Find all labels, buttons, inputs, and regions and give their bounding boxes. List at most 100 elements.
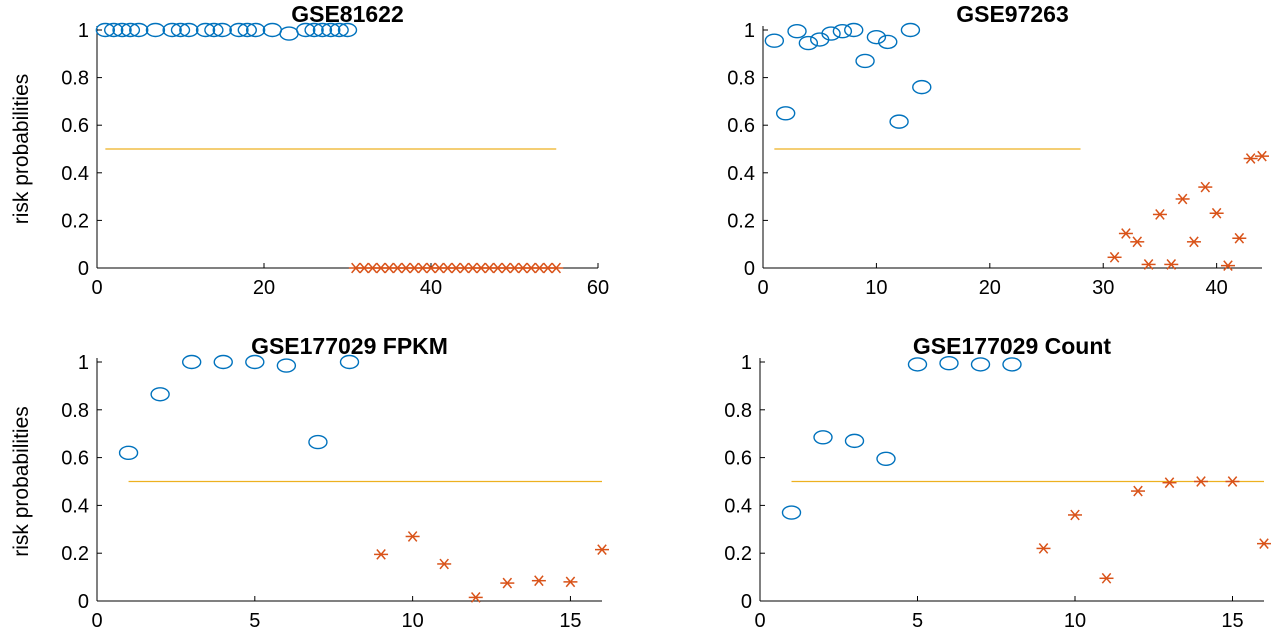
x-tick-label: 5 [912, 610, 923, 632]
asterisk-point [1175, 193, 1190, 205]
asterisk-stroke [376, 262, 386, 274]
asterisk-stroke [392, 262, 403, 274]
asterisk-stroke [1132, 236, 1143, 248]
asterisk-stroke [407, 531, 418, 542]
circle-point [145, 22, 166, 38]
asterisk-stroke [1121, 228, 1131, 239]
asterisk-point [1194, 476, 1208, 487]
asterisk-point [1243, 153, 1258, 164]
circle-point [321, 22, 341, 38]
circle-point [312, 22, 333, 38]
y-tick-label: 0.4 [61, 495, 89, 517]
y-tick-label: 1 [78, 352, 89, 374]
asterisk-stroke [534, 262, 545, 274]
asterisk-stroke [442, 262, 453, 274]
asterisk-stroke [1223, 260, 1233, 272]
asterisk-stroke [518, 262, 528, 274]
asterisk-point [1107, 251, 1122, 263]
x-tick-label: 40 [1206, 277, 1228, 299]
asterisk-point [1130, 236, 1145, 248]
asterisk-stroke [417, 262, 428, 274]
circle-point [900, 22, 921, 38]
x-tick-label: 0 [757, 277, 768, 299]
asterisk-stroke [1245, 153, 1256, 164]
asterisk-stroke [401, 262, 411, 274]
asterisk-point [374, 549, 389, 560]
y-tick-label: 0.6 [61, 115, 89, 137]
asterisk-point [1141, 259, 1156, 270]
circle-point [245, 354, 265, 370]
asterisk-stroke [434, 262, 445, 274]
asterisk-point [1198, 181, 1213, 193]
asterisk-stroke [1133, 485, 1143, 497]
y-tick-label: 1 [744, 20, 755, 42]
asterisk-point [1220, 260, 1235, 272]
asterisk-point [1186, 236, 1201, 248]
asterisk-stroke [484, 262, 495, 274]
circle-point [1002, 357, 1022, 372]
asterisk-stroke [1038, 543, 1049, 554]
y-tick-label: 0 [78, 591, 89, 613]
y-tick-label: 1 [741, 352, 752, 374]
circle-point [245, 22, 266, 38]
asterisk-stroke [467, 262, 478, 274]
asterisk-stroke [1259, 538, 1269, 550]
asterisk-stroke [439, 558, 449, 570]
y-tick-label: 0.6 [61, 448, 89, 470]
asterisk-point [531, 575, 546, 587]
circle-point [179, 22, 199, 38]
asterisk-stroke [493, 262, 503, 274]
asterisk-stroke [501, 262, 511, 274]
asterisk-stroke [509, 262, 520, 274]
circle-point [118, 445, 139, 461]
y-tick-label: 0.4 [724, 495, 752, 517]
asterisk-point [1099, 572, 1114, 584]
circle-point [308, 434, 328, 450]
y-tick-label: 0.6 [724, 448, 752, 470]
asterisk-point [405, 531, 420, 542]
circle-point [170, 22, 191, 38]
x-tick-label: 30 [1092, 277, 1114, 299]
asterisk-point [549, 262, 564, 274]
panel-1: 0 0.2 0.4 0.6 0.8 1 0 20 40 60 GSE81622 risk probab… [10, 1, 609, 299]
y-tick-label: 0.8 [727, 68, 755, 90]
asterisk-stroke [359, 262, 369, 274]
asterisk-point [1152, 209, 1167, 220]
circle-point [262, 22, 283, 38]
circle-point [237, 22, 258, 38]
asterisk-stroke [543, 262, 553, 274]
circle-point [844, 22, 864, 38]
circle-point [276, 358, 297, 373]
asterisk-stroke [409, 262, 420, 274]
y-tick-label: 0 [741, 591, 752, 613]
asterisk-stroke [1070, 509, 1080, 521]
y-tick-label: 0.2 [724, 543, 752, 565]
asterisk-point [1209, 207, 1224, 219]
y-tick-label: 0.8 [724, 400, 752, 422]
circle-point [775, 106, 796, 121]
asterisk-point [1118, 228, 1133, 239]
y-tick-label: 0.4 [727, 163, 755, 185]
circle-point [279, 26, 299, 41]
x-tick-label: 0 [91, 277, 102, 299]
circle-point [970, 357, 991, 372]
asterisk-stroke [470, 592, 481, 603]
circle-point [912, 79, 932, 95]
chart-title: GSE97263 [956, 1, 1069, 27]
asterisk-stroke [1227, 476, 1238, 487]
circle-point [112, 22, 132, 38]
asterisk-stroke [451, 262, 461, 274]
asterisk-stroke [1196, 476, 1206, 487]
circle-point [181, 354, 202, 370]
asterisk-stroke [1177, 193, 1188, 205]
asterisk-stroke [551, 262, 562, 274]
circle-point [781, 505, 802, 520]
y-tick-label: 0.2 [61, 210, 89, 232]
asterisk-stroke [351, 262, 361, 274]
circle-point [764, 33, 785, 48]
asterisk-point [1164, 259, 1179, 270]
asterisk-stroke [1257, 150, 1267, 162]
